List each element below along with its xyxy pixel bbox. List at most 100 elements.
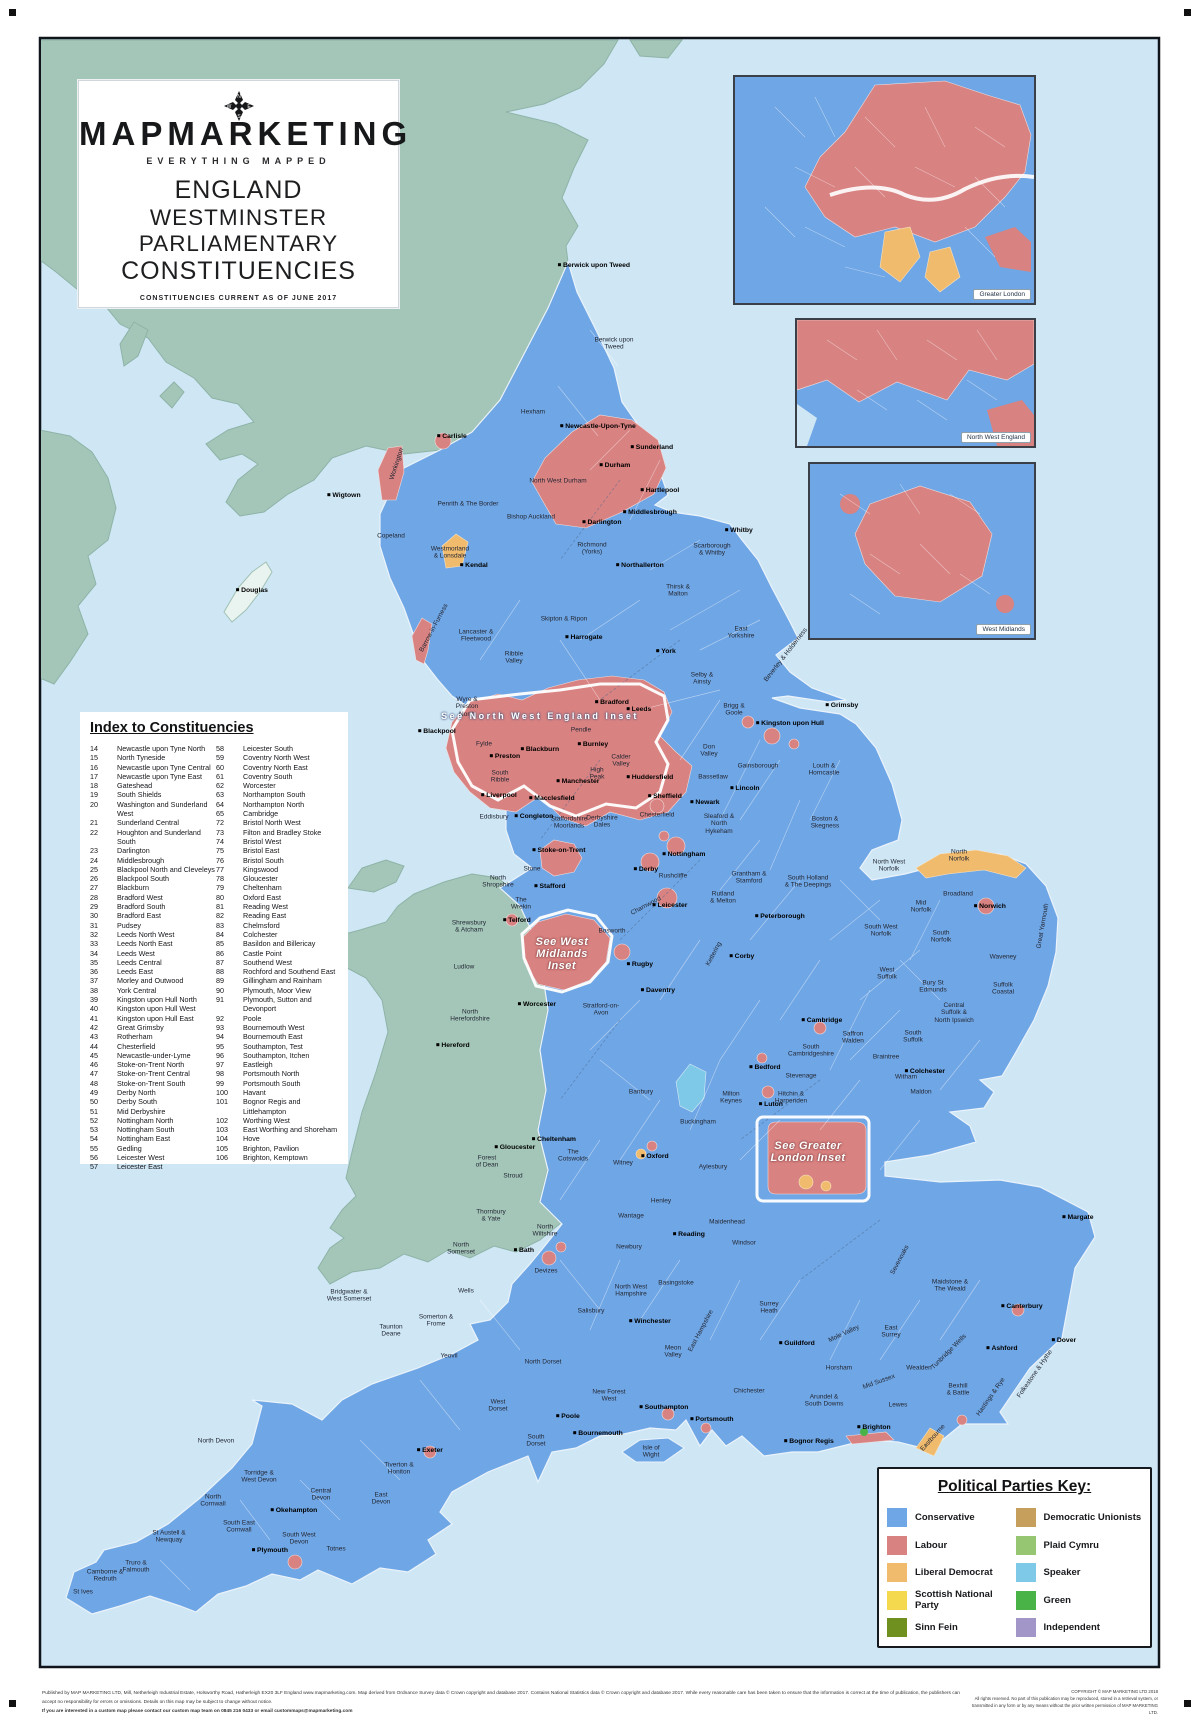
index-row: 43 Rotherham (90, 1032, 216, 1041)
index-constituency-name: Filton and Bradley Stoke (243, 827, 322, 837)
corner-mark (9, 9, 16, 16)
index-constituency-name: Bradford East (117, 911, 161, 921)
index-number: 44 (90, 1041, 98, 1051)
index-number: 76 (216, 855, 224, 865)
index-number: 39 (90, 995, 98, 1005)
index-row: 48 Stoke-on-Trent South (90, 1079, 216, 1088)
index-number: 96 (216, 1050, 224, 1060)
index-constituency-name: Colchester (243, 929, 278, 939)
index-constituency-name: Bournemouth West (243, 1022, 305, 1032)
index-row: 84 Colchester (216, 930, 342, 939)
index-row: 35 Leeds Central (90, 958, 216, 967)
party-color-swatch (1015, 1563, 1036, 1583)
index-number: 27 (90, 883, 98, 893)
index-constituency-name: Morley and Outwood (117, 976, 184, 986)
index-constituency-name: York Central (117, 985, 157, 995)
index-row: 81 Reading West (216, 902, 342, 911)
index-number: 21 (90, 818, 98, 828)
index-constituency-name: Middlesbrough (117, 855, 165, 865)
index-number: 97 (216, 1060, 224, 1070)
brand-logo-text: MAPMARKETING (79, 115, 413, 152)
index-number: 100 (216, 1087, 228, 1097)
index-number: 36 (90, 967, 98, 977)
index-row: 105 Brighton, Pavilion (216, 1144, 342, 1153)
index-row: 27 Blackburn (90, 883, 216, 892)
index-row: 78 Gloucester (216, 874, 342, 883)
index-number: 26 (90, 874, 98, 884)
index-constituency-name: Kingston upon Hull West (117, 1004, 196, 1014)
index-number: 35 (90, 957, 98, 967)
index-row: 14 Newcastle upon Tyne North (90, 744, 216, 753)
index-number: 89 (216, 976, 224, 986)
index-constituency-name: Newcastle upon Tyne East (117, 771, 202, 781)
index-constituency-name: Leeds North East (117, 939, 173, 949)
index-row: 55 Gedling (90, 1144, 216, 1153)
index-constituency-name: Portsmouth South (243, 1078, 301, 1088)
inset-west-midlands-map (810, 464, 1034, 638)
inset-region-outlines (450, 682, 871, 1203)
index-number: 98 (216, 1069, 224, 1079)
index-number: 52 (90, 1115, 98, 1125)
party-color-swatch (887, 1535, 907, 1555)
index-number: 79 (216, 883, 224, 893)
index-constituency-name: Kingston upon Hull East (117, 1013, 194, 1023)
index-row: 58 Leicester South (216, 744, 342, 753)
footer-publisher-text: Published by MAP MARKETING LTD, Mill, Ne… (42, 1689, 972, 1716)
index-row: 88 Rochford and Southend East (216, 967, 342, 976)
index-number: 48 (90, 1078, 98, 1088)
index-row: 24 Middlesbrough (90, 856, 216, 865)
party-key-item: Democratic Unionists (1015, 1504, 1145, 1532)
index-row: 72 Bristol North West (216, 818, 342, 827)
index-constituency-name: Leicester West (117, 1153, 165, 1163)
footer-copyright-line2: All rights reserved. No part of this pub… (971, 1695, 1158, 1715)
index-row: 26 Blackpool South (90, 874, 216, 883)
svg-text:W: W (226, 104, 231, 110)
index-constituency-name: Bristol West (243, 836, 282, 846)
index-number: 106 (216, 1153, 228, 1163)
index-constituency-name: Poole (243, 1013, 262, 1023)
index-number: 86 (216, 948, 224, 958)
compass-rose-icon: N SW E (223, 91, 254, 121)
party-key-item: Sinn Fein (887, 1614, 1016, 1642)
index-constituency-name: Cambridge (243, 809, 279, 819)
index-constituency-name: Coventry North East (243, 762, 308, 772)
index-number: 14 (90, 744, 98, 753)
inset-north-west-england-map (797, 320, 1034, 446)
index-constituency-name: Brighton, Pavilion (243, 1143, 299, 1153)
index-constituency-name: Leicester South (243, 744, 293, 753)
index-constituency-name: Bognor Regis and Littlehampton (243, 1097, 301, 1116)
party-color-swatch (887, 1618, 907, 1638)
index-number: 56 (90, 1153, 98, 1163)
party-key-item: Liberal Democrat (887, 1559, 1016, 1587)
index-row: 52 Nottingham North (90, 1116, 216, 1125)
index-row: 21 Sunderland Central (90, 818, 216, 827)
party-color-swatch (887, 1563, 907, 1583)
index-constituency-name: Derby North (117, 1087, 156, 1097)
party-key-item: Plaid Cymru (1015, 1532, 1145, 1560)
index-row: 50 Derby South (90, 1097, 216, 1106)
index-row: 15 North Tyneside (90, 753, 216, 762)
index-row: 23 Darlington (90, 846, 216, 855)
index-row: 100 Havant (216, 1088, 342, 1097)
index-constituency-name: Leicester East (117, 1162, 163, 1172)
parties-key-panel: Political Parties Key: Conservative Labo… (877, 1467, 1152, 1648)
party-name: Plaid Cymru (1043, 1539, 1099, 1551)
index-constituency-name: Basildon and Billericay (243, 939, 316, 949)
footer-copyright-text: COPYRIGHT © MAP MARKETING LTD 2018 All r… (968, 1689, 1158, 1716)
index-row: 73 Filton and Bradley Stoke (216, 828, 342, 837)
index-constituency-name: Northampton North (243, 799, 305, 809)
index-number: 72 (216, 818, 224, 828)
party-key-item: Independent (1015, 1614, 1145, 1642)
index-row: 94 Bournemouth East (216, 1032, 342, 1041)
index-row: 83 Chelmsford (216, 921, 342, 930)
corner-mark (1184, 9, 1191, 16)
index-row: 60 Coventry North East (216, 763, 342, 772)
index-row: 76 Bristol South (216, 856, 342, 865)
isle-of-man (223, 561, 273, 623)
index-row: 37 Morley and Outwood (90, 976, 216, 985)
index-row: 41 Kingston upon Hull East (90, 1014, 216, 1023)
index-constituency-name: Darlington (117, 846, 150, 856)
index-constituency-name: Northampton South (243, 790, 306, 800)
party-key-item: Labour (887, 1532, 1016, 1560)
